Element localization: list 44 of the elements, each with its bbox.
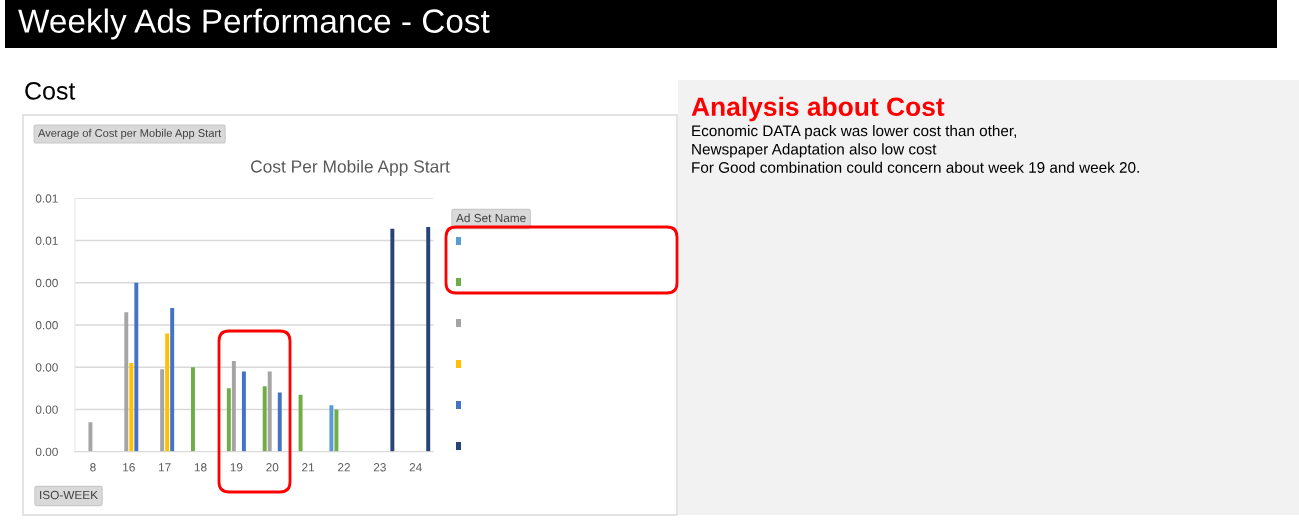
bar (165, 333, 170, 452)
x-tick-label: 18 (194, 463, 207, 472)
bar (88, 422, 93, 452)
y-tick-label: 0.00 (35, 447, 58, 457)
bar (241, 371, 246, 452)
bar (160, 369, 165, 452)
text: Economic DATA pack was lower cost than other, Newspaper Adaptation also low cost For Good combination could concern about week 19 and week 20. (692, 125, 1139, 173)
bar (298, 394, 303, 452)
x-tick-label: 16 (123, 463, 135, 472)
bar (226, 388, 231, 452)
bar (277, 392, 282, 452)
x-tick-label: 24 (409, 463, 422, 472)
bar (262, 386, 267, 452)
x-tick-label: 22 (337, 463, 350, 472)
bar (426, 227, 431, 452)
text: Weekly Ads Performance - Cost (18, 8, 490, 40)
x-axis-title: ISO-WEEK (40, 490, 98, 500)
bar (267, 371, 272, 452)
legend-title: Ad Set Name (456, 213, 526, 223)
text: Analysis about Cost (691, 96, 945, 122)
x-tick-label: 8 (90, 463, 96, 472)
x-tick-label: 21 (302, 463, 315, 472)
y-tick-label: 0.00 (35, 405, 58, 414)
y-axis-title: Average of Cost per Mobile App Start (38, 128, 222, 140)
x-tick-label: 19 (230, 463, 243, 472)
bar (191, 367, 195, 452)
bar (170, 308, 175, 452)
x-tick-label: 23 (373, 463, 386, 472)
bar (134, 282, 139, 452)
x-tick-label: 17 (158, 463, 171, 472)
y-tick-label: 0.01 (35, 194, 58, 203)
bar (390, 228, 395, 452)
chart-title: Cost Per Mobile App Start (251, 159, 450, 177)
bar (329, 405, 334, 452)
bar (124, 312, 129, 452)
y-tick-label: 0.00 (35, 278, 58, 288)
bar (231, 360, 236, 452)
bar (334, 409, 339, 452)
text: Cost (25, 82, 76, 100)
y-tick-label: 0.00 (35, 363, 58, 372)
y-tick-label: 0.01 (35, 236, 58, 245)
y-tick-label: 0.00 (35, 321, 58, 330)
bar (129, 363, 134, 452)
x-tick-label: 20 (266, 463, 279, 472)
